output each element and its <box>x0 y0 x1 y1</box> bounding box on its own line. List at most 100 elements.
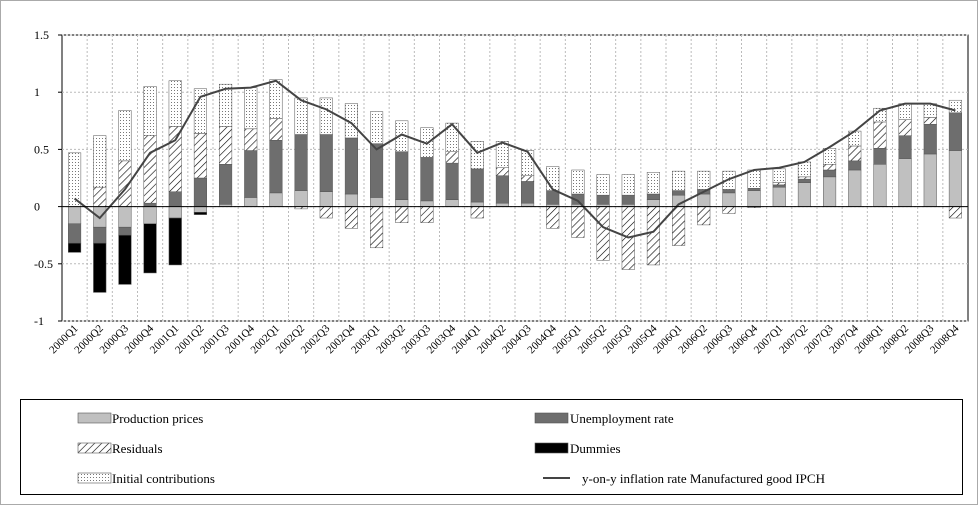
legend-label: Production prices <box>112 411 203 426</box>
bar-segment <box>470 201 484 207</box>
bar-segment <box>118 234 132 285</box>
bar-segment <box>848 160 862 171</box>
bar-segment <box>269 139 283 194</box>
bar-segment <box>672 206 686 246</box>
bar-segment <box>244 150 258 198</box>
bar-segment <box>93 226 107 244</box>
bar-segment <box>772 184 786 188</box>
bar-segment <box>344 137 358 195</box>
bar-segment <box>319 134 333 192</box>
bar-segment <box>898 135 912 159</box>
bar-segment <box>118 206 132 228</box>
legend-label: Initial contributions <box>112 471 215 486</box>
bar-segment <box>118 226 132 236</box>
bar-segment <box>370 143 384 198</box>
y-tick-label: -0.5 <box>34 257 53 271</box>
bar-segment <box>395 199 409 207</box>
bar-segment <box>269 79 283 119</box>
bar-segment <box>521 202 535 207</box>
bar-segment <box>294 97 308 135</box>
bar-segment <box>646 206 660 266</box>
y-tick-label: 1 <box>34 85 40 99</box>
bar-segment <box>797 182 811 207</box>
bar-segment <box>873 121 887 149</box>
bar-segment <box>546 190 560 205</box>
bar-segment <box>395 206 409 223</box>
bar-segment <box>772 186 786 207</box>
bar-segment <box>219 164 233 205</box>
bar-segment <box>269 118 283 141</box>
bar-segment <box>772 182 786 186</box>
bar-segment <box>521 181 535 204</box>
bar-segment <box>370 111 384 144</box>
bar-segment <box>193 88 207 134</box>
legend-swatch <box>77 442 112 454</box>
y-tick-label: 0.5 <box>34 142 49 156</box>
bar-segment <box>521 150 535 176</box>
bar-segment <box>420 200 434 207</box>
bar-segment <box>168 217 182 266</box>
bar-segment <box>546 166 560 191</box>
bar-segment <box>244 87 258 130</box>
bar-segment <box>823 176 837 207</box>
bar-segment <box>445 199 459 207</box>
bar-segment <box>948 99 962 114</box>
bar-segment <box>370 206 384 249</box>
bar-segment <box>697 170 711 190</box>
bar-segment <box>143 135 157 204</box>
bar-segment <box>168 206 182 219</box>
bar-segment <box>722 192 736 207</box>
bar-segment <box>747 190 761 207</box>
bar-segment <box>495 175 509 204</box>
legend-label: y-on-y inflation rate Manufactured good … <box>582 471 825 486</box>
legend-label: Residuals <box>112 441 163 456</box>
bar-segment <box>646 172 660 195</box>
y-tick-label: 1.5 <box>34 28 49 42</box>
bar-segment <box>143 223 157 274</box>
bar-segment <box>470 206 484 219</box>
legend-box <box>20 399 963 495</box>
legend-label: Unemployment rate <box>570 411 674 426</box>
bar-segment <box>219 83 233 127</box>
bar-segment <box>823 169 837 178</box>
bar-segment <box>68 152 82 207</box>
bar-segment <box>898 103 912 120</box>
bar-segment <box>68 223 82 244</box>
bar-segment <box>848 145 862 162</box>
bar-segment <box>747 188 761 191</box>
bar-segment <box>797 161 811 178</box>
bar-segment <box>445 151 459 164</box>
bar-segment <box>898 158 912 207</box>
line-series <box>73 79 956 239</box>
bar-segment <box>395 151 409 200</box>
bar-segment <box>319 191 333 207</box>
bar-segment <box>244 128 258 151</box>
bar-segment <box>646 199 660 207</box>
legend-swatch <box>534 442 569 454</box>
bar-segment <box>470 141 484 170</box>
bar-segment <box>370 197 384 207</box>
bar-segment <box>923 153 937 207</box>
bar-segment <box>294 134 308 191</box>
bar-segment <box>948 112 962 151</box>
bar-segment <box>118 110 132 162</box>
bar-segment <box>772 168 786 183</box>
bar-segment <box>722 189 736 194</box>
bar-segment <box>797 178 811 183</box>
bar-segment <box>697 206 711 226</box>
legend-swatch <box>77 412 112 424</box>
bar-segment <box>168 80 182 127</box>
bar-segment <box>571 206 585 238</box>
bar-segment <box>621 174 635 196</box>
bar-segment <box>168 126 182 192</box>
bar-segment <box>244 197 258 207</box>
bar-segment <box>193 177 207 207</box>
bar-segment <box>143 202 157 207</box>
bar-segment <box>193 133 207 179</box>
bar-segment <box>93 186 107 207</box>
bar-segment <box>143 206 157 225</box>
bar-segment <box>672 190 686 196</box>
bar-segment <box>495 202 509 207</box>
legend-swatch <box>77 472 112 484</box>
